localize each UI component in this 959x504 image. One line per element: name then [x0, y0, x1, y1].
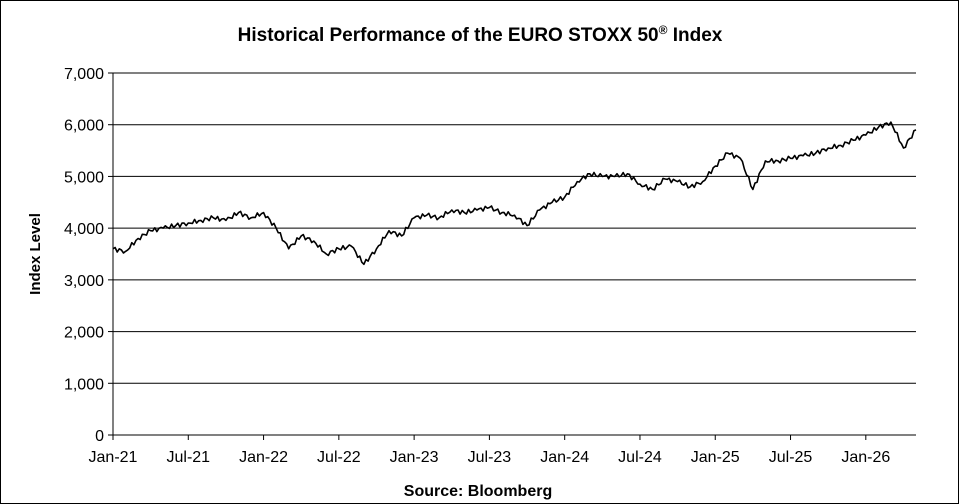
y-tick-label: 5,000: [64, 169, 104, 186]
x-tick-label: Jan-26: [841, 449, 890, 466]
x-tick-label: Jul-23: [468, 449, 512, 466]
y-axis-ticks: 0 1,000 2,000 3,000 4,000 5,000 6,000 7,000: [64, 66, 113, 445]
y-tick-label: 4,000: [64, 221, 104, 238]
x-tick-label: Jul-21: [166, 449, 210, 466]
x-axis-ticks: Jan-21 Jul-21 Jan-22 Jul-22 Jan-23 Jul-23 Jan-…: [89, 435, 890, 466]
x-tick-label: Jul-24: [618, 449, 662, 466]
x-tick-label: Jul-25: [769, 449, 813, 466]
x-tick-label: Jan-23: [390, 449, 439, 466]
x-tick-label: Jul-22: [317, 449, 361, 466]
x-axis-label-source: Source: Bloomberg: [404, 483, 552, 500]
y-tick-label: 2,000: [64, 325, 104, 342]
y-tick-label: 6,000: [64, 118, 104, 135]
series-line-euro-stoxx-50: [112, 121, 917, 266]
y-tick-label: 1,000: [64, 376, 104, 393]
y-tick-label: 0: [95, 428, 104, 445]
y-tick-label: 3,000: [64, 273, 104, 290]
x-tick-label: Jan-22: [239, 449, 288, 466]
x-tick-label: Jan-21: [89, 449, 138, 466]
chart-title: Historical Performance of the EURO STOXX…: [238, 23, 723, 46]
y-axis-label: Index Level: [27, 213, 44, 295]
x-tick-label: Jan-25: [691, 449, 740, 466]
y-tick-label: 7,000: [64, 66, 104, 83]
gridlines: [113, 72, 916, 384]
x-tick-label: Jan-24: [540, 449, 589, 466]
registered-mark: ®: [659, 23, 668, 37]
